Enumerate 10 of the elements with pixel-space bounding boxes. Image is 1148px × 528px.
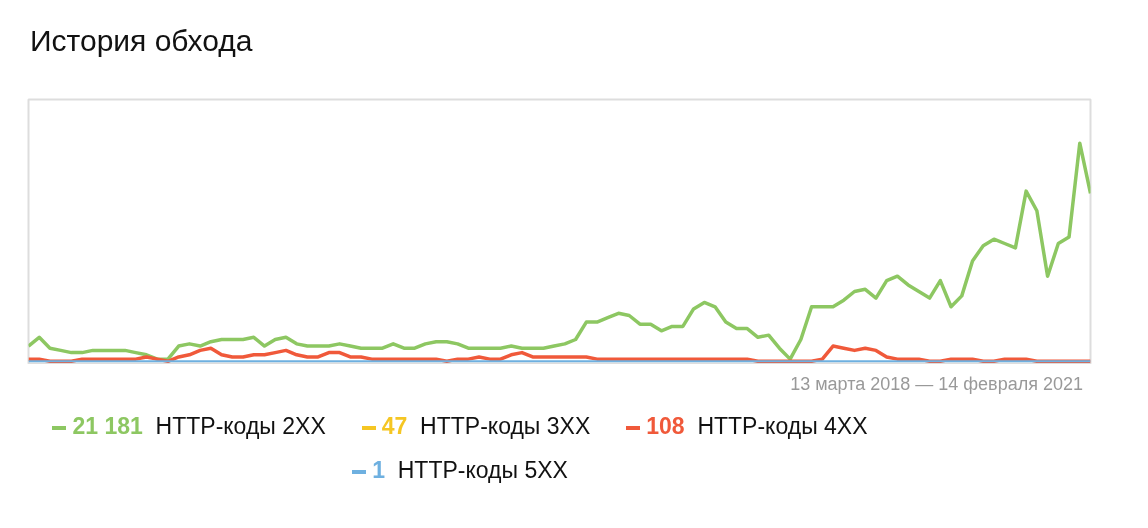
text: 108 (646, 413, 685, 439)
legend-label: HTTP-коды 5XX (397, 457, 568, 483)
text: 13 марта 2018 — 14 февраля 2021 (789, 373, 1083, 396)
text: HTTP-коды 4XX (697, 413, 868, 439)
text: 21 181 (72, 413, 143, 439)
text: 47 (381, 413, 408, 439)
text: 1 (372, 457, 385, 483)
chart-title: История обхода (29, 23, 253, 59)
text: HTTP-коды 2XX (155, 413, 326, 439)
legend-label: HTTP-коды 3XX (420, 413, 591, 439)
